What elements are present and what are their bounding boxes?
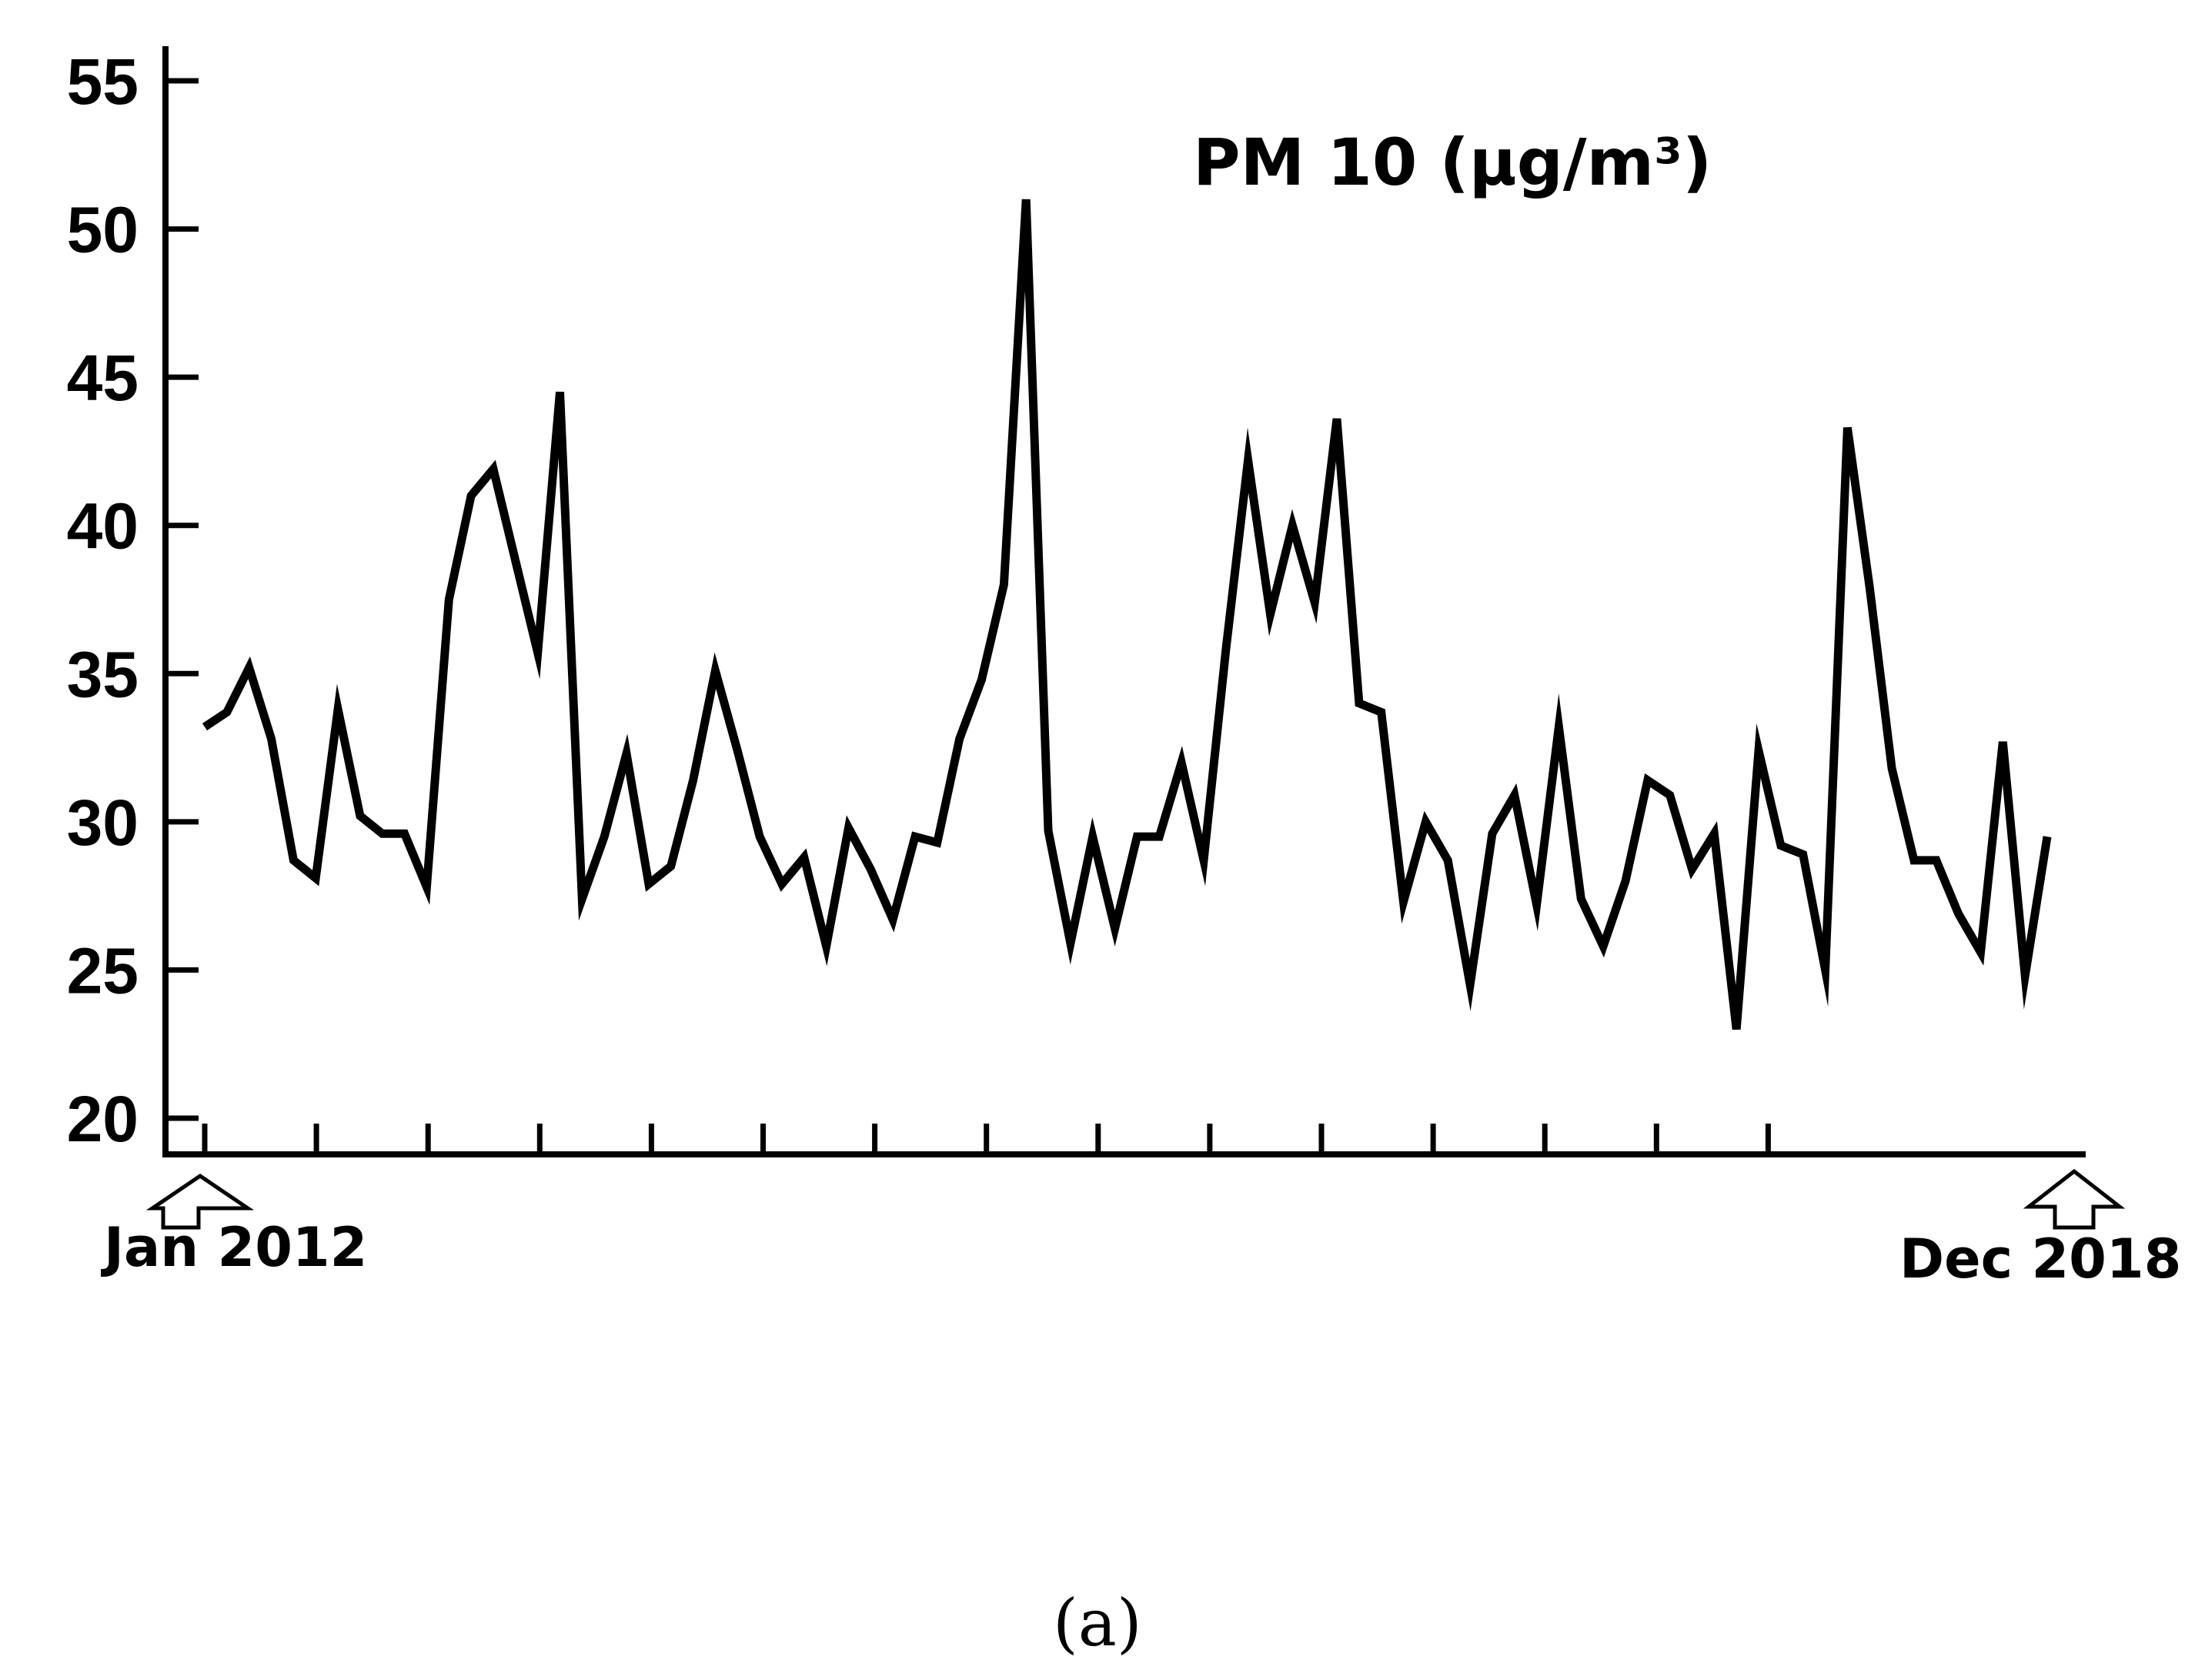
y-tick-label: 50 bbox=[67, 194, 139, 266]
start-arrow-icon bbox=[145, 1173, 255, 1230]
x-ticks bbox=[202, 1124, 1771, 1154]
y-tick-label: 20 bbox=[67, 1083, 139, 1155]
pm10-series-line bbox=[202, 199, 2052, 1030]
end-arrow-icon bbox=[2023, 1168, 2126, 1230]
y-tick-label: 55 bbox=[67, 45, 139, 118]
panel-label: (a) bbox=[1053, 1585, 1142, 1661]
chart-title: PM 10 (μg/m³) bbox=[1193, 125, 1712, 200]
y-tick-label: 25 bbox=[67, 934, 139, 1007]
x-end-label: Dec 2018 bbox=[1899, 1227, 2181, 1291]
y-tick-label: 40 bbox=[67, 490, 139, 563]
y-tick-label: 35 bbox=[67, 638, 139, 710]
y-tick-label: 45 bbox=[67, 342, 139, 414]
y-tick-label: 30 bbox=[67, 787, 139, 859]
y-ticks bbox=[165, 78, 199, 1121]
y-tick-labels: 20 25 30 35 40 45 50 55 bbox=[67, 45, 139, 1155]
x-start-label: Jan 2012 bbox=[101, 1216, 367, 1279]
